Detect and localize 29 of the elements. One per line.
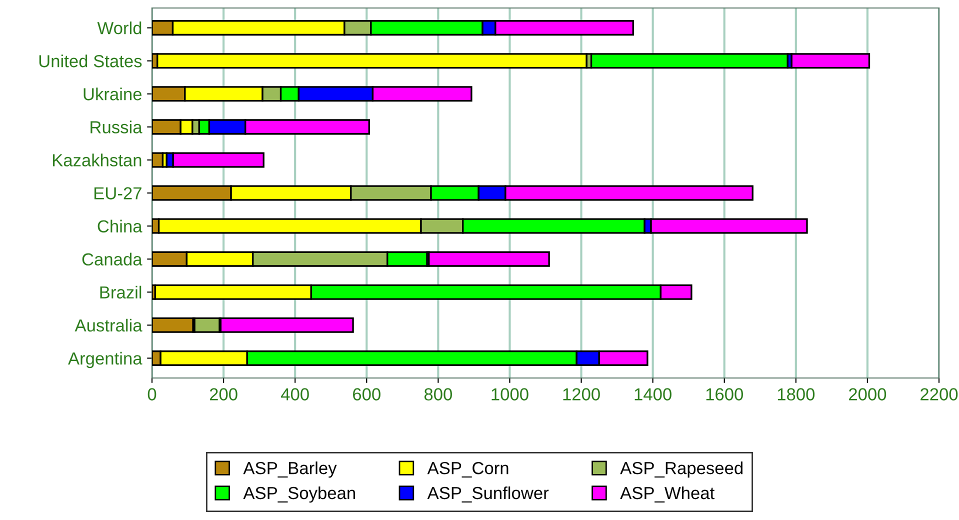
- x-tick-label: 2000: [849, 388, 886, 400]
- legend-label: ASP_Sunflower: [427, 486, 549, 502]
- x-tick-label: 400: [281, 388, 309, 400]
- y-tick-label: Canada: [82, 252, 142, 266]
- y-tick-label: Kazakhstan: [52, 154, 142, 166]
- legend-label: ASP_Corn: [427, 462, 508, 478]
- y-tick-label: Russia: [90, 120, 142, 134]
- x-tick-label: 1200: [563, 388, 600, 400]
- legend-label: ASP_Wheat: [620, 486, 715, 502]
- y-tick-label: China: [98, 220, 142, 232]
- y-tick-label: Brazil: [100, 286, 142, 299]
- y-tick-label: Australia: [74, 318, 142, 332]
- x-tick-label: 2200: [920, 388, 958, 400]
- y-tick-label: Argentina: [68, 352, 142, 368]
- x-tick-label: 1800: [778, 388, 815, 400]
- y-tick-label: Ukraine: [84, 88, 142, 100]
- x-tick-label: 800: [424, 388, 452, 400]
- y-tick-label: World: [97, 22, 142, 34]
- y-tick-label: EU-27: [94, 187, 142, 200]
- x-tick-label: 0: [148, 388, 156, 400]
- x-tick-label: 600: [353, 388, 380, 400]
- x-tick-label: 1600: [706, 388, 743, 400]
- x-tick-label: 1000: [492, 388, 528, 400]
- legend-label: ASP_Barley: [243, 462, 337, 478]
- x-tick-label: 200: [210, 388, 238, 400]
- legend-label: ASP_Rapeseed: [620, 462, 742, 478]
- y-tick-label: United States: [39, 54, 142, 68]
- x-tick-label: 1400: [634, 388, 672, 400]
- legend-label: ASP_Soybean: [243, 486, 355, 503]
